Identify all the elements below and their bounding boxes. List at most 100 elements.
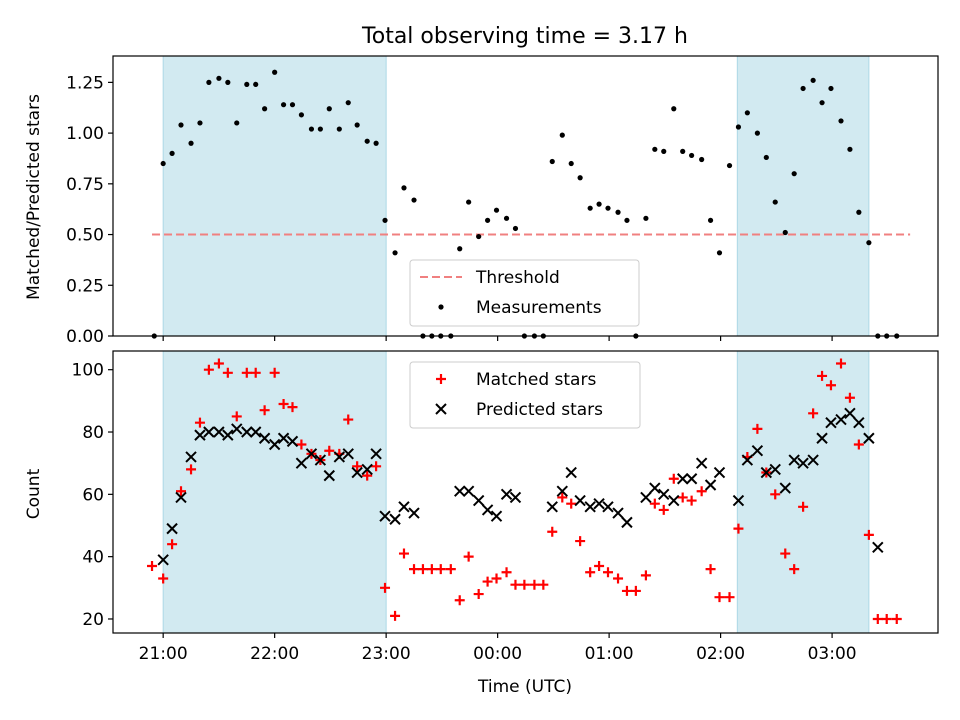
matched-star-point — [891, 613, 902, 624]
measurement-point — [605, 205, 611, 211]
matched-star-point — [482, 576, 493, 587]
y-tick-label: 0.25 — [66, 276, 104, 296]
matched-star-point — [390, 610, 401, 621]
chart-title: Total observing time = 3.17 h — [361, 24, 688, 49]
matched-star-point — [231, 411, 242, 422]
matched-star-point — [445, 564, 456, 575]
matched-star-point — [863, 529, 874, 540]
predicted-star-point — [844, 407, 856, 420]
legend-box — [409, 361, 641, 429]
measurement-point — [680, 148, 686, 154]
matched-star-point — [343, 414, 354, 425]
matched-star-point — [603, 567, 613, 578]
matched-star-point — [770, 489, 781, 500]
matched-star-point — [259, 405, 270, 416]
matched-star-point — [714, 592, 725, 603]
measurement-point — [253, 81, 259, 88]
predicted-star-point — [231, 423, 243, 435]
measurement-point — [298, 112, 305, 118]
predicted-star-point — [361, 463, 373, 476]
measurement-point — [643, 215, 649, 221]
measurement-point — [160, 160, 166, 167]
predicted-star-point — [825, 416, 837, 429]
matched-star-point — [640, 570, 651, 581]
legend-box — [409, 259, 640, 327]
matched-star-point — [250, 367, 261, 378]
legend-measurements-label: Measurements — [476, 298, 602, 318]
measurement-point — [272, 69, 278, 75]
measurement-point — [280, 102, 287, 108]
matched-star-point — [158, 573, 169, 584]
measurement-point — [401, 185, 407, 191]
predicted-star-point — [695, 457, 708, 469]
x-tick-label: 01:00 — [585, 644, 634, 664]
predicted-star-point — [249, 426, 262, 438]
matched-star-point — [594, 561, 605, 572]
measurement-point — [326, 106, 332, 112]
predicted-star-point — [658, 488, 670, 501]
matched-star-point — [538, 579, 549, 590]
predicted-star-point — [546, 501, 558, 513]
measurement-point — [345, 100, 351, 106]
matched-star-point — [417, 564, 428, 575]
measurement-point — [188, 140, 194, 146]
top-y-ticks: 0.00 0.25 0.50 0.75 1.00 1.25 — [66, 73, 113, 347]
matched-star-point — [473, 589, 484, 600]
measurement-point — [699, 156, 705, 163]
matched-star-point — [426, 564, 437, 575]
predicted-star-point — [157, 554, 169, 566]
legend-threshold-label: Threshold — [475, 268, 560, 288]
predicted-star-point — [389, 513, 401, 525]
matched-star-point — [519, 579, 530, 590]
measurement-point — [197, 120, 203, 126]
measurement-point — [178, 122, 184, 128]
measurement-point — [503, 215, 510, 221]
matched-star-point — [435, 564, 446, 575]
matched-star-point — [881, 613, 892, 624]
matched-star-point — [733, 523, 744, 534]
measurement-point — [838, 118, 844, 124]
matched-star-point — [677, 492, 688, 503]
matched-stars-series — [147, 358, 902, 624]
bottom-panel: 20 40 60 80 100 21:00 22:00 23:00 00:00 01:00 02:… — [24, 350, 939, 697]
measurement-point — [568, 160, 574, 167]
bottom-axes-frame — [112, 350, 939, 634]
matched-star-point — [380, 582, 391, 593]
matched-star-point — [585, 567, 596, 578]
predicted-star-point — [584, 501, 596, 513]
matched-star-point — [658, 504, 669, 515]
matched-star-point — [213, 358, 224, 369]
matched-star-point — [789, 564, 800, 575]
matched-star-point — [557, 492, 568, 503]
matched-star-point — [752, 423, 763, 434]
predicted-star-point — [872, 541, 884, 554]
predicted-star-point — [621, 516, 633, 529]
measurement-point — [549, 158, 555, 165]
measurement-point — [689, 152, 695, 159]
matched-star-point — [836, 358, 847, 369]
matched-star-point — [352, 461, 363, 472]
predicted-star-point — [751, 445, 764, 457]
measurement-point — [411, 197, 417, 203]
measurement-point — [754, 130, 760, 136]
y-tick-label: 80 — [82, 423, 104, 443]
predicted-star-point — [379, 510, 391, 522]
x-tick-label: 21:00 — [139, 644, 188, 664]
measurement-point — [476, 233, 482, 240]
predicted-star-point — [462, 485, 475, 497]
predicted-star-point — [286, 435, 299, 448]
matched-star-point — [510, 579, 521, 590]
matched-star-point — [463, 551, 474, 562]
measurement-point — [336, 126, 342, 132]
predicted-star-point — [685, 473, 698, 485]
predicted-star-point — [241, 426, 253, 438]
y-tick-label: 1.25 — [66, 73, 104, 93]
measurement-point — [847, 146, 853, 152]
matched-star-point — [324, 445, 335, 456]
predicted-star-point — [323, 469, 335, 482]
predicted-star-point — [788, 454, 800, 466]
predicted-star-point — [863, 432, 875, 444]
matched-star-point — [724, 592, 735, 603]
bottom-x-ticks: 21:00 22:00 23:00 00:00 01:00 02:00 03:00 — [139, 633, 857, 664]
measurement-point — [262, 106, 268, 112]
